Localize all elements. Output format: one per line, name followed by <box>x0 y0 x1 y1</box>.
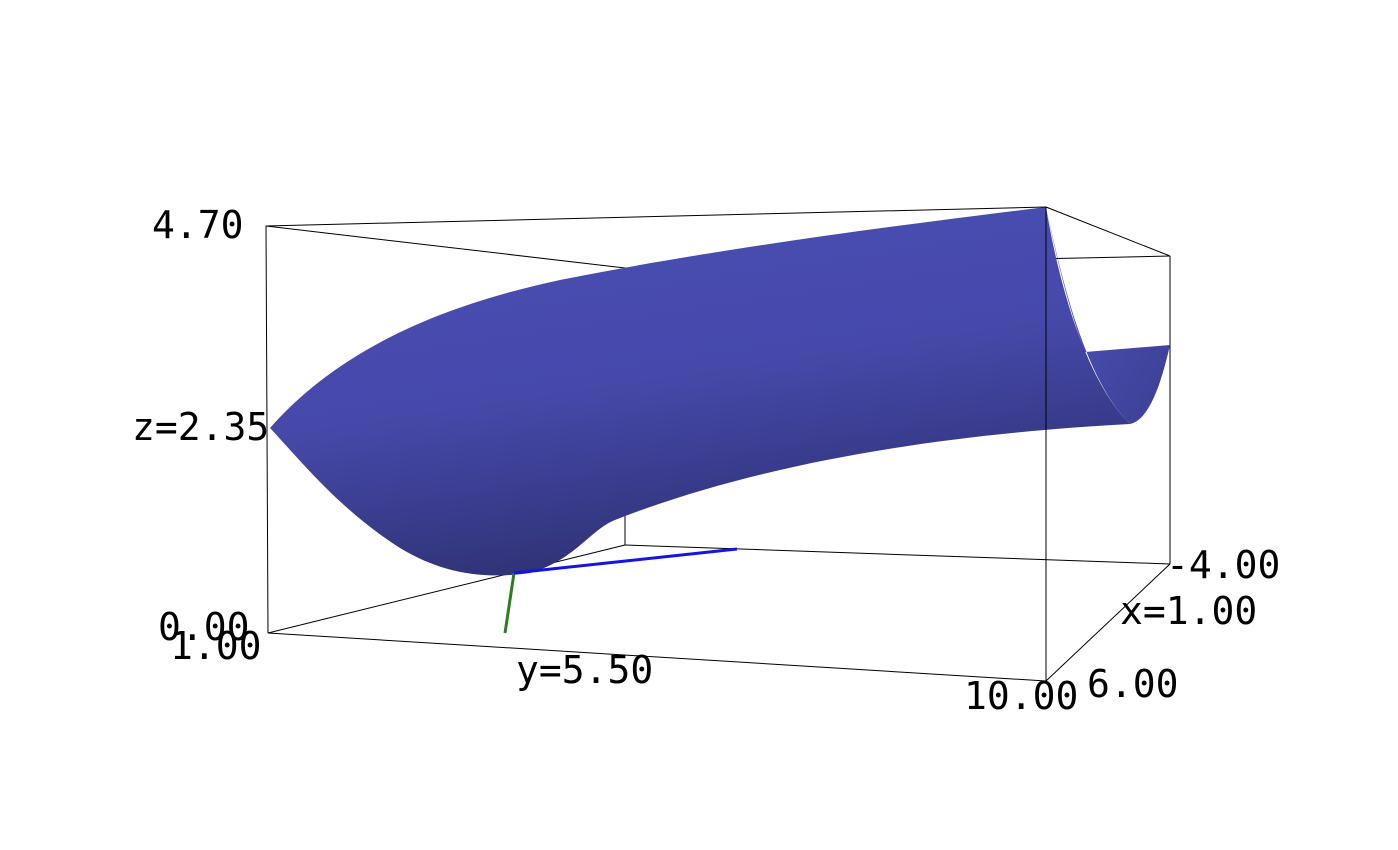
x-axis-indicator <box>503 572 516 634</box>
x-axis-label: x=1.00 <box>1120 589 1257 633</box>
box-edge-front-top <box>265 206 1047 227</box>
bounding-box-front <box>265 206 1171 682</box>
z-tick-min: 0.00 <box>158 605 250 649</box>
box-edge-back-bottom <box>624 544 1171 565</box>
box-edge-bottom-right-depth <box>1045 563 1171 682</box>
box-edge-front-bottom <box>267 632 1047 682</box>
surface-back-sheet <box>1046 207 1170 424</box>
x-tick-max: 6.00 <box>1087 662 1179 706</box>
z-tick-max: 4.70 <box>152 203 244 247</box>
box-edge-back-top-left <box>265 225 626 269</box>
box-edge-front-left-vertical <box>265 225 269 634</box>
x-tick-min: -4.00 <box>1166 543 1280 587</box>
z-axis-label: z=2.35 <box>132 405 269 449</box>
y-axis-label: y=5.50 <box>516 648 653 692</box>
surface-main <box>270 207 1130 576</box>
box-edge-back-floor-left <box>267 544 626 634</box>
y-tick-max: 10.00 <box>964 674 1078 718</box>
y-tick-min: 1.00 <box>170 624 262 668</box>
box-edge-top-right-depth <box>1045 206 1171 257</box>
y-axis-indicator <box>513 547 738 575</box>
